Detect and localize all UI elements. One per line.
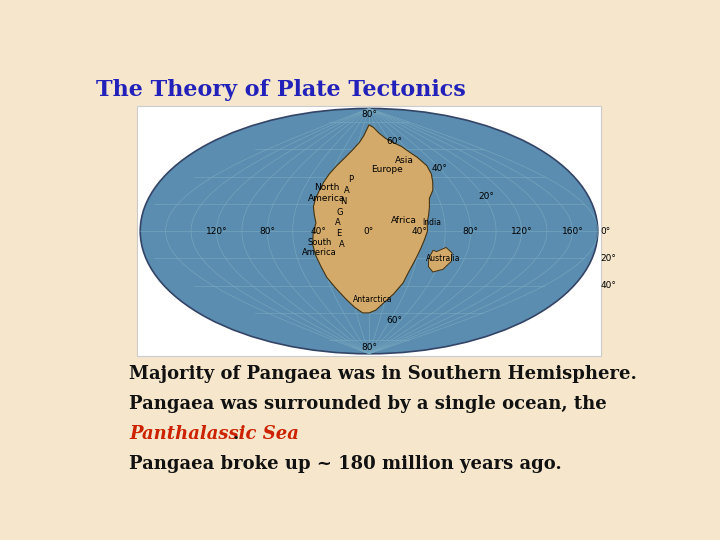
Text: G: G xyxy=(336,207,343,217)
Text: A: A xyxy=(338,240,344,249)
Text: 120°: 120° xyxy=(510,227,532,235)
Text: 0°: 0° xyxy=(600,227,611,235)
Text: 40°: 40° xyxy=(600,281,616,290)
FancyBboxPatch shape xyxy=(138,106,600,356)
Text: Panthalassic Sea: Panthalassic Sea xyxy=(129,425,299,443)
Text: 0°: 0° xyxy=(364,227,374,235)
Text: 60°: 60° xyxy=(387,137,402,146)
Text: 20°: 20° xyxy=(478,192,494,200)
Text: Antarctica: Antarctica xyxy=(354,295,393,304)
Text: 120°: 120° xyxy=(206,227,228,235)
Text: South
America: South America xyxy=(302,238,337,257)
Text: 20°: 20° xyxy=(600,254,616,263)
Polygon shape xyxy=(428,247,452,272)
Text: 160°: 160° xyxy=(562,227,583,235)
Text: N: N xyxy=(340,197,346,206)
Text: 80°: 80° xyxy=(463,227,479,235)
Text: 80°: 80° xyxy=(361,343,377,353)
Text: 60°: 60° xyxy=(387,316,402,325)
Text: Majority of Pangaea was in Southern Hemisphere.: Majority of Pangaea was in Southern Hemi… xyxy=(129,365,637,383)
Text: 40°: 40° xyxy=(431,164,447,173)
Text: India: India xyxy=(423,219,441,227)
Ellipse shape xyxy=(140,109,598,354)
Text: The Theory of Plate Tectonics: The Theory of Plate Tectonics xyxy=(96,79,465,102)
Text: .: . xyxy=(233,425,238,443)
Text: Pangaea broke up ~ 180 million years ago.: Pangaea broke up ~ 180 million years ago… xyxy=(129,455,562,473)
Text: P: P xyxy=(348,175,354,184)
Text: Africa: Africa xyxy=(391,215,417,225)
Text: Pangaea was surrounded by a single ocean, the: Pangaea was surrounded by a single ocean… xyxy=(129,395,607,413)
Text: Europe: Europe xyxy=(371,165,403,174)
Text: 40°: 40° xyxy=(310,227,326,235)
Text: 80°: 80° xyxy=(259,227,275,235)
Polygon shape xyxy=(312,125,433,313)
Text: 80°: 80° xyxy=(361,110,377,119)
Text: Asia: Asia xyxy=(395,156,414,165)
Text: North
America: North America xyxy=(307,183,345,202)
Text: Australia: Australia xyxy=(426,254,460,263)
Text: A: A xyxy=(344,186,350,195)
Text: E: E xyxy=(336,230,341,238)
Text: 40°: 40° xyxy=(412,227,428,235)
Text: A: A xyxy=(335,219,341,227)
